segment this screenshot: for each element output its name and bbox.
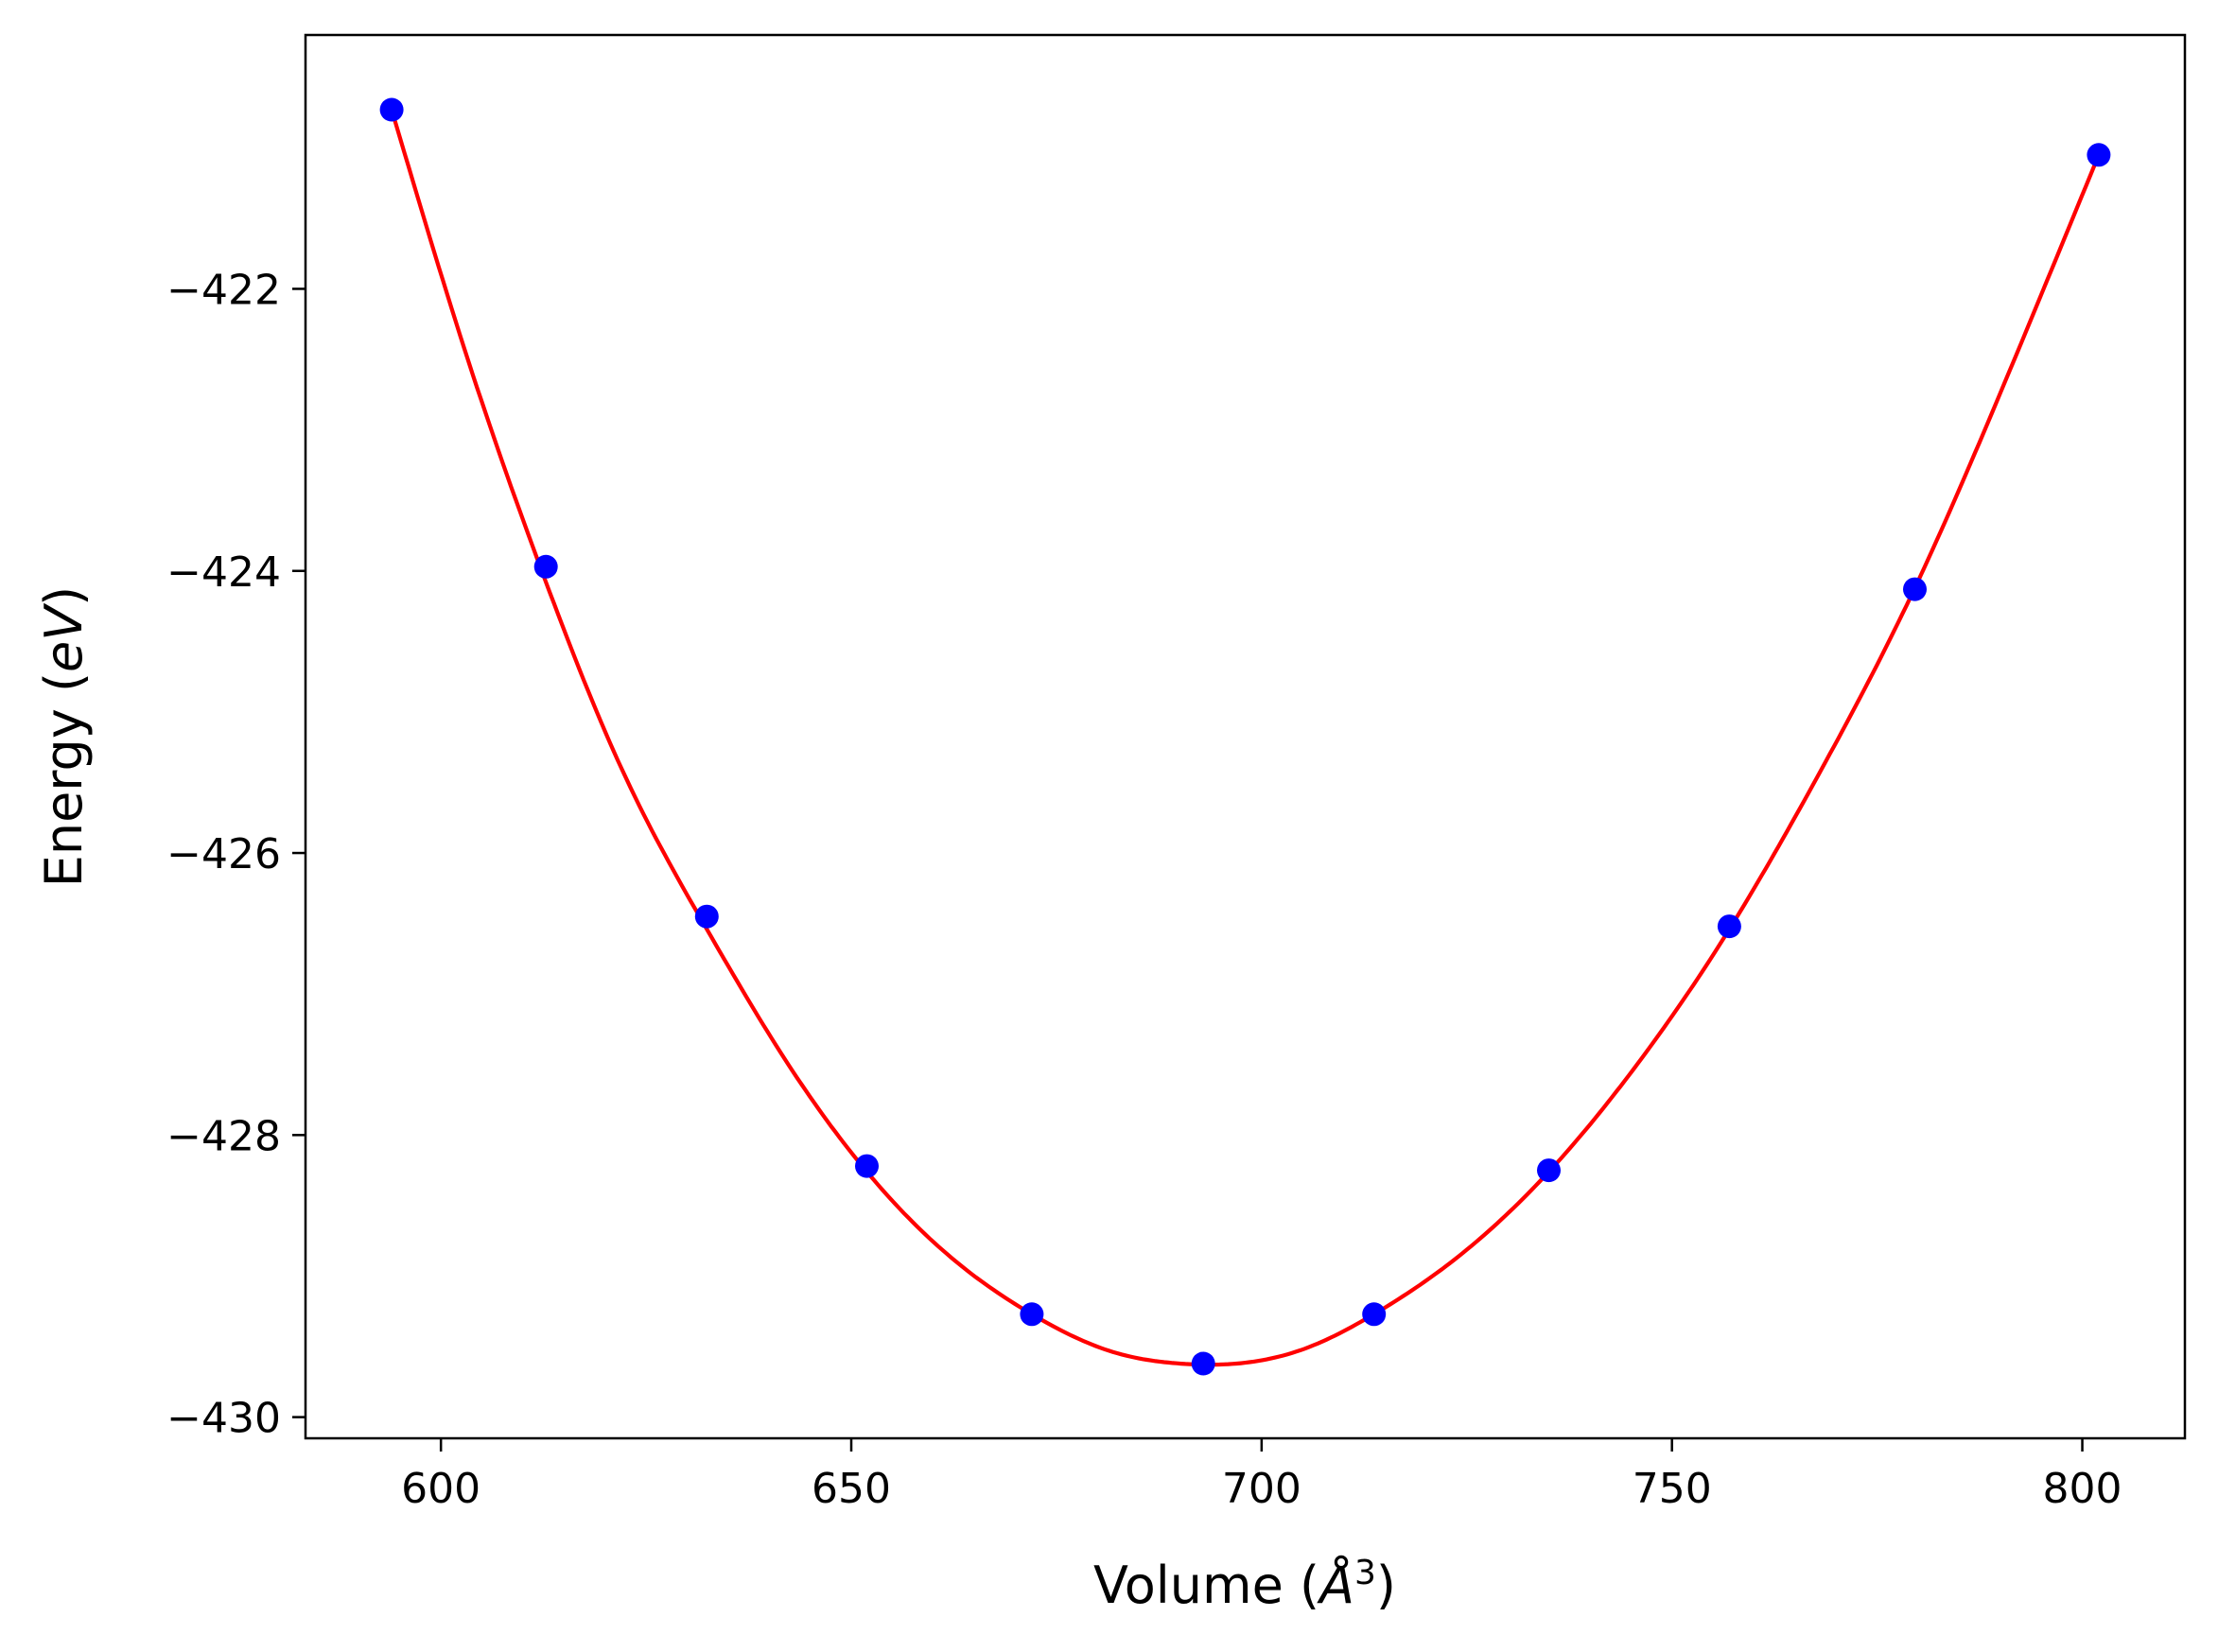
- fit-curve-line: [390, 109, 2101, 1367]
- y-tick-label: −422: [166, 266, 281, 314]
- plot-frame: [304, 33, 2187, 1440]
- y-axis-label: Energy (eV): [34, 586, 94, 888]
- y-tick-label: −424: [166, 548, 281, 597]
- data-point: [855, 1154, 879, 1178]
- x-axis-label: Volume (Å3): [1093, 1554, 1396, 1615]
- y-tick-label: −426: [166, 830, 281, 878]
- data-point: [694, 904, 719, 929]
- x-tick-label: 750: [1633, 1465, 1712, 1513]
- data-point: [1717, 914, 1741, 939]
- data-point: [2087, 143, 2111, 167]
- data-point: [1903, 577, 1927, 601]
- ticks-layer: 600 650 700 750 800 −422 −424 −426 −428 −430: [166, 266, 2122, 1513]
- series-layer: [379, 97, 2111, 1376]
- data-point: [1362, 1302, 1387, 1327]
- y-tick-label: −428: [166, 1112, 281, 1160]
- data-point: [379, 97, 404, 122]
- x-tick-label: 800: [2043, 1465, 2122, 1513]
- x-tick-label: 600: [401, 1465, 480, 1513]
- data-point: [1020, 1302, 1044, 1327]
- data-point: [1537, 1158, 1561, 1183]
- y-tick-label: −430: [166, 1395, 281, 1443]
- x-tick-label: 700: [1222, 1465, 1301, 1513]
- data-point: [533, 554, 558, 579]
- data-point: [1191, 1351, 1215, 1376]
- x-tick-label: 650: [812, 1465, 891, 1513]
